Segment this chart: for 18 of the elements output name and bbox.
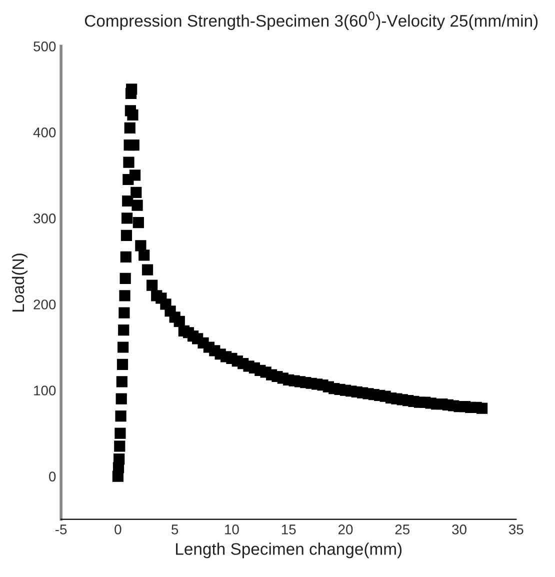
x-tick-label: 10	[225, 524, 239, 534]
y-tick-label: 300	[34, 214, 56, 224]
y-tick-label: 200	[34, 300, 56, 310]
y-tick-label: 100	[34, 386, 56, 396]
x-tick-label: 0	[114, 524, 122, 534]
x-tick-label: -5	[55, 524, 67, 534]
x-axis-title: Length Specimen change(mm)	[176, 542, 402, 558]
x-tick-label: 35	[508, 524, 524, 534]
x-tick-label: 5	[172, 524, 178, 534]
y-tick-label: 500	[34, 41, 56, 52]
y-tick-label: 0	[49, 472, 56, 482]
y-axis-title: Load(N)	[12, 254, 28, 312]
x-tick-label: 20	[338, 524, 353, 534]
chart-title: Compression Strength-Specimen 3(60$^{0}$)-Velocity 25(mm/min)	[84, 12, 538, 30]
x-tick-label: 30	[452, 524, 466, 534]
x-tick-label: 15	[282, 524, 296, 534]
x-tick-label: 25	[395, 524, 410, 534]
y-tick-label: 400	[33, 128, 56, 138]
